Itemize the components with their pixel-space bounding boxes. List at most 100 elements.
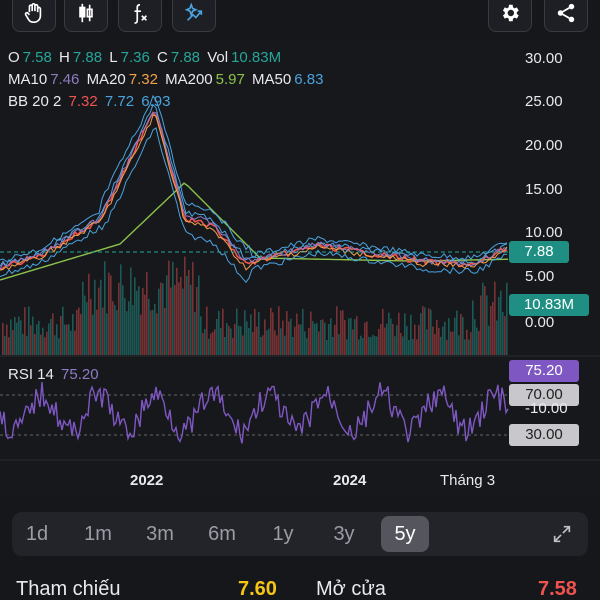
volume-bar: [100, 279, 102, 355]
volume-bar: [298, 324, 300, 355]
range-1m-button[interactable]: 1m: [84, 522, 112, 545]
volume-bar: [116, 310, 118, 355]
share-icon[interactable]: [544, 0, 588, 32]
volume-bar: [202, 332, 204, 355]
range-1d-button[interactable]: 1d: [25, 522, 49, 545]
volume-bar: [88, 273, 90, 355]
volume-bar: [346, 339, 348, 355]
volume-bar: [194, 311, 196, 355]
volume-bar: [216, 319, 218, 355]
rsi-label: RSI 14: [8, 366, 54, 383]
volume-bar: [504, 316, 506, 355]
volume-bar: [192, 262, 194, 355]
volume-bar: [300, 324, 302, 355]
volume-bar: [74, 330, 76, 355]
volume-bar: [72, 313, 74, 355]
volume-bar: [392, 323, 394, 355]
volume-bar: [98, 287, 100, 355]
volume-bar: [226, 323, 228, 355]
volume-bar: [104, 261, 106, 355]
expand-icon[interactable]: [538, 516, 586, 552]
volume-bar: [306, 338, 308, 355]
volume-bar: [462, 317, 464, 355]
volume-bar: [210, 333, 212, 355]
volume-bar: [32, 316, 34, 355]
volume-bar: [318, 331, 320, 355]
ma10-value: 7.46: [50, 71, 80, 88]
volume-bar: [400, 332, 402, 355]
volume-bar: [162, 283, 164, 355]
volume-bar: [164, 307, 166, 355]
bb-lower-value: 6.93: [141, 93, 171, 110]
volume-bar: [102, 307, 104, 355]
volume-bar: [286, 311, 288, 355]
volume-bar: [24, 307, 26, 355]
volume-bar: [28, 306, 30, 355]
volume-bar: [144, 294, 146, 355]
volume-bar: [488, 325, 490, 355]
volume-bar: [8, 337, 10, 355]
volume-bar: [176, 267, 178, 355]
ma200-line: [0, 182, 509, 281]
volume-bar: [34, 334, 36, 355]
volume-bar: [378, 329, 380, 355]
volume-bar: [472, 300, 474, 355]
volume-bar: [320, 320, 322, 355]
volume-bar: [188, 269, 190, 355]
volume-bar: [212, 331, 214, 355]
volume-bar: [282, 320, 284, 355]
volume-bar: [262, 335, 264, 355]
range-6m-button[interactable]: 6m: [208, 522, 236, 545]
open-label: O: [8, 49, 20, 66]
volume-bar: [274, 330, 276, 355]
volume-bar: [284, 335, 286, 355]
volume-bar: [4, 335, 6, 355]
volume-bar: [296, 313, 298, 355]
volume-bar: [234, 324, 236, 355]
ai-sparkle-icon[interactable]: [172, 0, 216, 32]
volume-bar: [136, 290, 138, 355]
volume-bar: [486, 295, 488, 355]
volume-bar: [198, 275, 200, 355]
overlay-line: [0, 111, 508, 271]
volume-bar: [42, 327, 44, 355]
open-price-value: 7.58: [538, 578, 577, 600]
volume-bar: [40, 334, 42, 355]
volume-bar: [14, 316, 16, 355]
price-chart[interactable]: [0, 38, 600, 498]
chart-toolbar: [0, 0, 600, 38]
volume-bar: [498, 297, 500, 355]
volume-bar: [120, 264, 122, 355]
range-3m-button[interactable]: 3m: [146, 522, 174, 545]
x-axis-label-2024: 2024: [333, 472, 367, 489]
volume-bar: [246, 321, 248, 355]
volume-bar: [108, 272, 110, 355]
ma20-value: 7.32: [128, 71, 158, 88]
low-value: 7.36: [120, 49, 150, 66]
range-5y-button[interactable]: 5y: [381, 516, 429, 552]
volume-bar: [254, 308, 256, 355]
range-3y-button[interactable]: 3y: [333, 522, 355, 545]
hand-icon[interactable]: [12, 0, 56, 32]
volume-bar: [266, 330, 268, 355]
overlay-line: [0, 112, 508, 270]
volume-bar: [30, 325, 32, 355]
volume-bar: [148, 298, 150, 355]
volume-bar: [384, 327, 386, 355]
volume-bar: [454, 317, 456, 355]
volume-bar: [336, 306, 338, 355]
x-axis-label-2022: 2022: [130, 472, 164, 489]
volume-bar: [308, 327, 310, 355]
volume-bar: [404, 313, 406, 355]
volume-bar: [502, 312, 504, 355]
volume-bar: [464, 339, 466, 355]
open-value: 7.58: [22, 49, 52, 66]
gear-icon[interactable]: [488, 0, 532, 32]
rsi-value-tag: 75.20: [509, 360, 579, 382]
chart-area[interactable]: O 7.58 H 7.88 L 7.36 C 7.88 Vol 10.83M MA10 7.…: [0, 38, 600, 498]
range-1y-button[interactable]: 1y: [272, 522, 294, 545]
ma50-label: MA50: [252, 71, 292, 88]
function-icon[interactable]: [118, 0, 162, 32]
candlestick-icon[interactable]: [64, 0, 108, 32]
volume-bar: [458, 335, 460, 355]
